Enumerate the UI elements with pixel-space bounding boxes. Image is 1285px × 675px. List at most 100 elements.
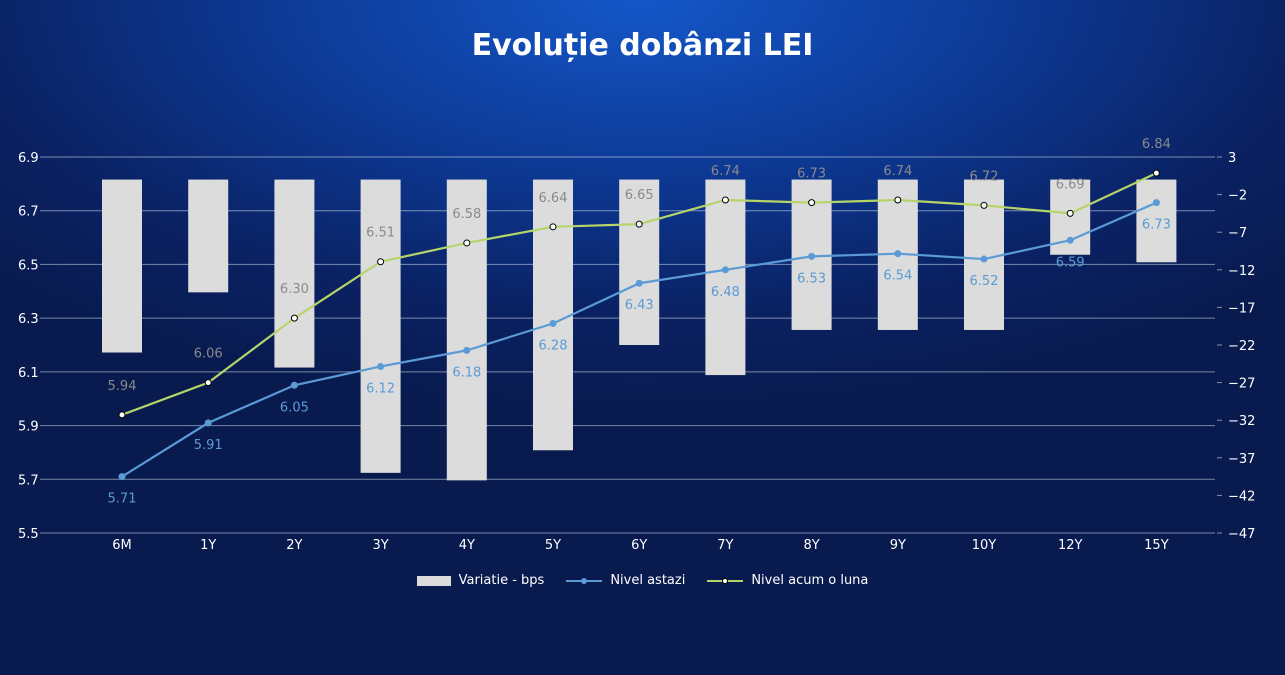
data-label-nivel-astazi: 6.05 [280,400,309,415]
data-label-nivel-astazi: 6.12 [366,381,395,396]
y-right-tick-label: 3 [1228,151,1236,166]
x-tick-label: 12Y [1058,538,1083,553]
data-label-nivel-astazi: 6.59 [1056,255,1085,270]
data-label-acum-o-luna: 6.74 [711,164,740,179]
y-left-tick-label: 6.7 [18,205,39,220]
data-label-nivel-astazi: 6.28 [539,339,568,354]
point-nivel-astazi [118,473,126,481]
data-label-nivel-astazi: 6.18 [452,365,481,380]
y-left-tick-label: 5.7 [18,473,39,488]
legend-item-astazi: Nivel astazi [566,573,685,588]
y-right-tick-label: −37 [1228,452,1255,467]
data-label-acum-o-luna: 6.64 [539,191,568,206]
x-tick-label: 3Y [372,538,388,553]
bar [188,179,229,293]
bar [360,179,401,473]
point-nivel-astazi [1152,199,1160,207]
point-acum-o-luna [118,411,126,419]
data-label-acum-o-luna: 5.94 [108,379,137,394]
bar [705,179,746,376]
x-tick-label: 15Y [1144,538,1169,553]
point-acum-o-luna [721,196,729,204]
data-label-nivel-astazi: 5.91 [194,438,223,453]
point-nivel-astazi [377,362,385,370]
chart-title: Evoluție dobânzi LEI [471,28,814,63]
point-acum-o-luna [894,196,902,204]
legend-swatch-bar [416,575,451,586]
y-left-tick-label: 6.9 [18,151,39,166]
x-tick-label: 2Y [286,538,302,553]
point-acum-o-luna [1066,209,1074,217]
data-label-acum-o-luna: 6.06 [194,347,223,362]
point-nivel-astazi [980,255,988,263]
point-nivel-astazi [463,346,471,354]
x-tick-label: 5Y [545,538,561,553]
data-label-nivel-astazi: 5.71 [108,492,137,507]
x-tick-label: 6M [112,538,132,553]
y-left-tick-label: 6.5 [18,258,39,273]
legend-label: Nivel acum o luna [751,573,869,588]
data-label-nivel-astazi: 6.43 [625,298,654,313]
point-acum-o-luna [377,258,385,266]
point-nivel-astazi [808,252,816,260]
y-right-tick-label: −7 [1228,226,1247,241]
y-right-tick-label: −17 [1228,301,1255,316]
point-nivel-astazi [549,320,557,328]
x-tick-label: 4Y [459,538,475,553]
data-label-acum-o-luna: 6.84 [1142,137,1171,152]
bar [446,179,487,481]
point-nivel-astazi [290,381,298,389]
x-tick-label: 10Y [972,538,997,553]
legend-label: Variatie - bps [458,573,545,588]
point-nivel-astazi [894,250,902,258]
x-tick-label: 7Y [717,538,733,553]
data-label-acum-o-luna: 6.30 [280,282,309,297]
point-acum-o-luna [290,314,298,322]
y-right-tick-label: −2 [1228,189,1247,204]
bar [533,179,573,451]
legend-swatch-line [566,577,603,584]
data-label-nivel-astazi: 6.48 [711,285,740,300]
point-acum-o-luna [549,223,557,231]
data-label-nivel-astazi: 6.73 [1142,218,1171,233]
y-right-tick-label: −12 [1228,264,1255,279]
data-label-nivel-astazi: 6.53 [797,271,826,286]
x-tick-label: 8Y [803,538,819,553]
point-nivel-astazi [721,266,729,274]
legend-swatch-line [707,577,744,584]
point-acum-o-luna [808,199,816,207]
y-right-tick-label: −22 [1228,339,1255,354]
bar [102,179,142,353]
bar [1136,179,1177,263]
legend-label: Nivel astazi [610,573,686,588]
y-right-tick-label: −27 [1228,377,1255,392]
point-nivel-astazi [1066,236,1074,244]
point-acum-o-luna [1152,169,1160,177]
bar [274,179,315,368]
data-label-acum-o-luna: 6.58 [452,207,481,222]
data-label-nivel-astazi: 6.54 [883,269,912,284]
data-label-acum-o-luna: 6.72 [970,169,999,184]
legend-item-bars: Variatie - bps [416,573,545,588]
x-tick-label: 6Y [631,538,647,553]
x-tick-label: 1Y [200,538,216,553]
data-label-acum-o-luna: 6.51 [366,226,395,241]
x-tick-label: 9Y [890,538,906,553]
point-nivel-astazi [204,419,212,427]
y-left-tick-label: 6.3 [18,312,39,327]
data-label-nivel-astazi: 6.52 [970,274,999,289]
point-nivel-astazi [635,279,643,287]
y-left-tick-label: 5.5 [18,527,39,542]
legend: Variatie - bps Nivel astazi Nivel acum o… [0,573,1285,588]
bar [619,179,660,345]
data-label-acum-o-luna: 6.69 [1056,177,1085,192]
point-acum-o-luna [204,379,212,387]
data-label-acum-o-luna: 6.73 [797,167,826,182]
y-right-tick-label: −42 [1228,489,1255,504]
y-right-tick-label: −32 [1228,414,1255,429]
data-label-acum-o-luna: 6.74 [883,164,912,179]
data-label-acum-o-luna: 6.65 [625,188,654,203]
point-acum-o-luna [463,239,471,247]
y-right-tick-label: −47 [1228,527,1255,542]
